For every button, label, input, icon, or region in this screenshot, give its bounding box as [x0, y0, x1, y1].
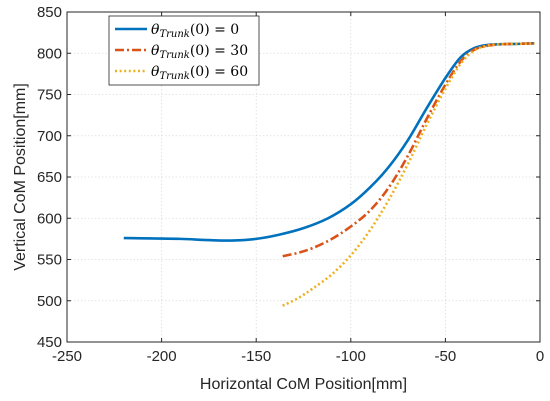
y-tick-label: 550 — [37, 252, 62, 269]
x-axis-label: Horizontal CoM Position[mm] — [200, 376, 407, 393]
y-tick-label: 450 — [37, 334, 62, 351]
y-tick-label: 800 — [37, 45, 62, 62]
x-tick-label: -200 — [147, 348, 177, 365]
x-tick-label: -50 — [435, 348, 457, 365]
x-tick-label: 0 — [536, 348, 544, 365]
y-tick-label: 600 — [37, 210, 62, 227]
x-tick-label: -100 — [336, 348, 366, 365]
y-tick-label: 700 — [37, 128, 62, 145]
legend: θTrunk(0) = 0 θTrunk(0) = 30 θTrunk(0) = 6… — [108, 15, 260, 86]
series-layer — [123, 42, 535, 307]
y-tick-label: 650 — [37, 169, 62, 186]
x-tick-label: -250 — [52, 348, 82, 365]
y-axis-label: Vertical CoM Position[mm] — [12, 83, 29, 271]
legend-label-2: θTrunk(0) = 60 — [151, 64, 248, 82]
legend-label-0: θTrunk(0) = 0 — [151, 22, 239, 40]
legend-label-1: θTrunk(0) = 30 — [151, 43, 248, 61]
y-tick-label: 750 — [37, 87, 62, 104]
ticks: -250 -200 -150 -100 -50 0 450 500 550 600 650 700 75… — [37, 4, 544, 365]
series-line-2 — [282, 42, 535, 307]
y-tick-label: 850 — [37, 4, 62, 21]
y-tick-label: 500 — [37, 293, 62, 310]
x-tick-label: -150 — [241, 348, 271, 365]
